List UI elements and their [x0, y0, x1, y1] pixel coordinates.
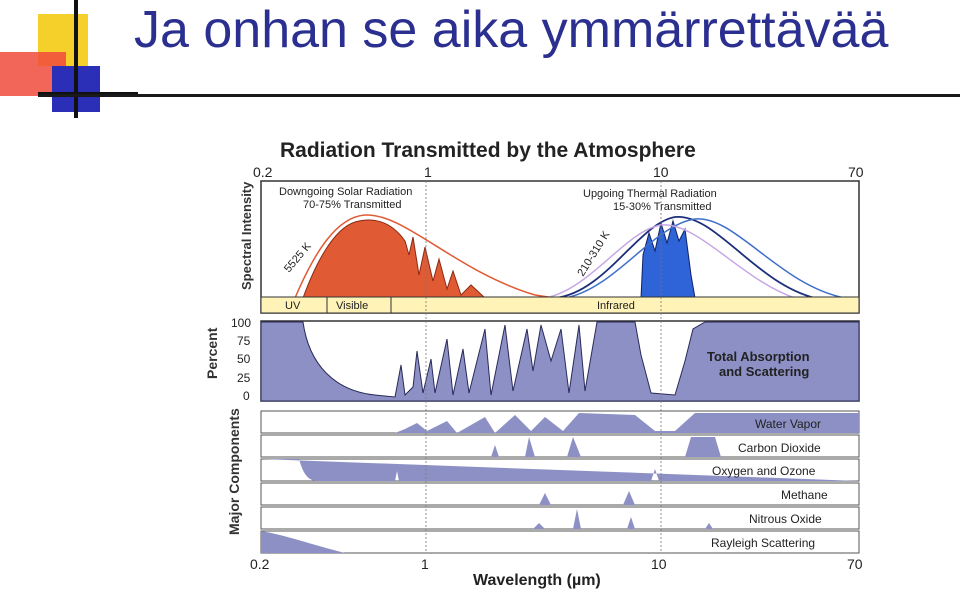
band-strip — [260, 296, 860, 314]
nitrous-oxide-area — [261, 509, 859, 529]
component-label-water-vapor: Water Vapor — [755, 417, 821, 431]
absorption-tick-50: 50 — [237, 352, 251, 366]
absorption-label-line-1: Total Absorption — [707, 349, 810, 364]
water-vapor-area — [261, 413, 859, 433]
absorption-tick-25: 25 — [237, 371, 251, 385]
top-tick-0: 0.2 — [253, 164, 273, 180]
thermal-blackbody-curve-2 — [564, 218, 846, 299]
component-label-methane: Methane — [781, 488, 828, 502]
slide-title: Ja onhan se aika ymmärrettävää — [134, 1, 889, 59]
absorption-label-line-2: and Scattering — [719, 364, 809, 379]
band-visible: Visible — [336, 300, 368, 312]
bottom-tick-0: 0.2 — [250, 556, 270, 572]
wavelength-axis-label: Wavelength (µm) — [473, 572, 601, 589]
atmosphere-radiation-figure: Radiation Transmitted by the Atmosphere … — [204, 139, 864, 589]
solar-label-line-2: 70-75% Transmitted — [303, 199, 401, 211]
absorption-tick-0: 0 — [243, 389, 250, 403]
thermal-label-line-1: Upgoing Thermal Radiation — [583, 188, 717, 200]
figure-title: Radiation Transmitted by the Atmosphere — [280, 139, 696, 162]
absorption-area — [260, 321, 860, 402]
component-label-carbon-dioxide: Carbon Dioxide — [738, 441, 821, 455]
top-tick-1: 1 — [424, 164, 432, 180]
title-divider — [38, 94, 960, 97]
absorption-tick-100: 100 — [231, 316, 251, 330]
absorption-ylabel: Percent — [204, 327, 220, 379]
top-tick-2: 10 — [653, 164, 669, 180]
component-label-oxygen-ozone: Oxygen and Ozone — [712, 464, 816, 478]
bottom-tick-2: 10 — [651, 556, 667, 572]
absorption-tick-75: 75 — [237, 334, 251, 348]
slide-logo-decoration — [0, 0, 138, 118]
solar-label-line-1: Downgoing Solar Radiation — [279, 186, 412, 198]
band-uv: UV — [285, 300, 301, 312]
solar-spectrum-area — [302, 219, 487, 299]
top-tick-3: 70 — [848, 164, 864, 180]
component-label-nitrous-oxide: Nitrous Oxide — [749, 512, 822, 526]
component-label-rayleigh-scattering: Rayleigh Scattering — [711, 536, 815, 550]
solar-blackbody-curve — [294, 214, 556, 299]
bottom-tick-3: 70 — [847, 556, 863, 572]
carbon-dioxide-area — [261, 437, 859, 457]
spectral-ylabel: Spectral Intensity — [239, 181, 254, 290]
spectral-intensity-panel: Spectral Intensity Downgoing Solar Radia… — [239, 180, 860, 314]
band-infrared: Infrared — [597, 300, 635, 312]
components-ylabel: Major Components — [226, 408, 242, 535]
oxygen-ozone-area — [261, 459, 859, 481]
total-absorption-panel: Percent 100 75 50 25 0 Total Absorption … — [204, 316, 860, 403]
major-components-panel: Major Components Water Vapor Carbon Diox… — [226, 408, 860, 554]
thermal-spectrum-area — [640, 219, 696, 299]
bottom-tick-1: 1 — [421, 556, 429, 572]
thermal-blackbody-curve-1 — [554, 216, 816, 299]
thermal-label-line-2: 15-30% Transmitted — [613, 201, 711, 213]
rayleigh-scattering-area — [261, 531, 345, 553]
